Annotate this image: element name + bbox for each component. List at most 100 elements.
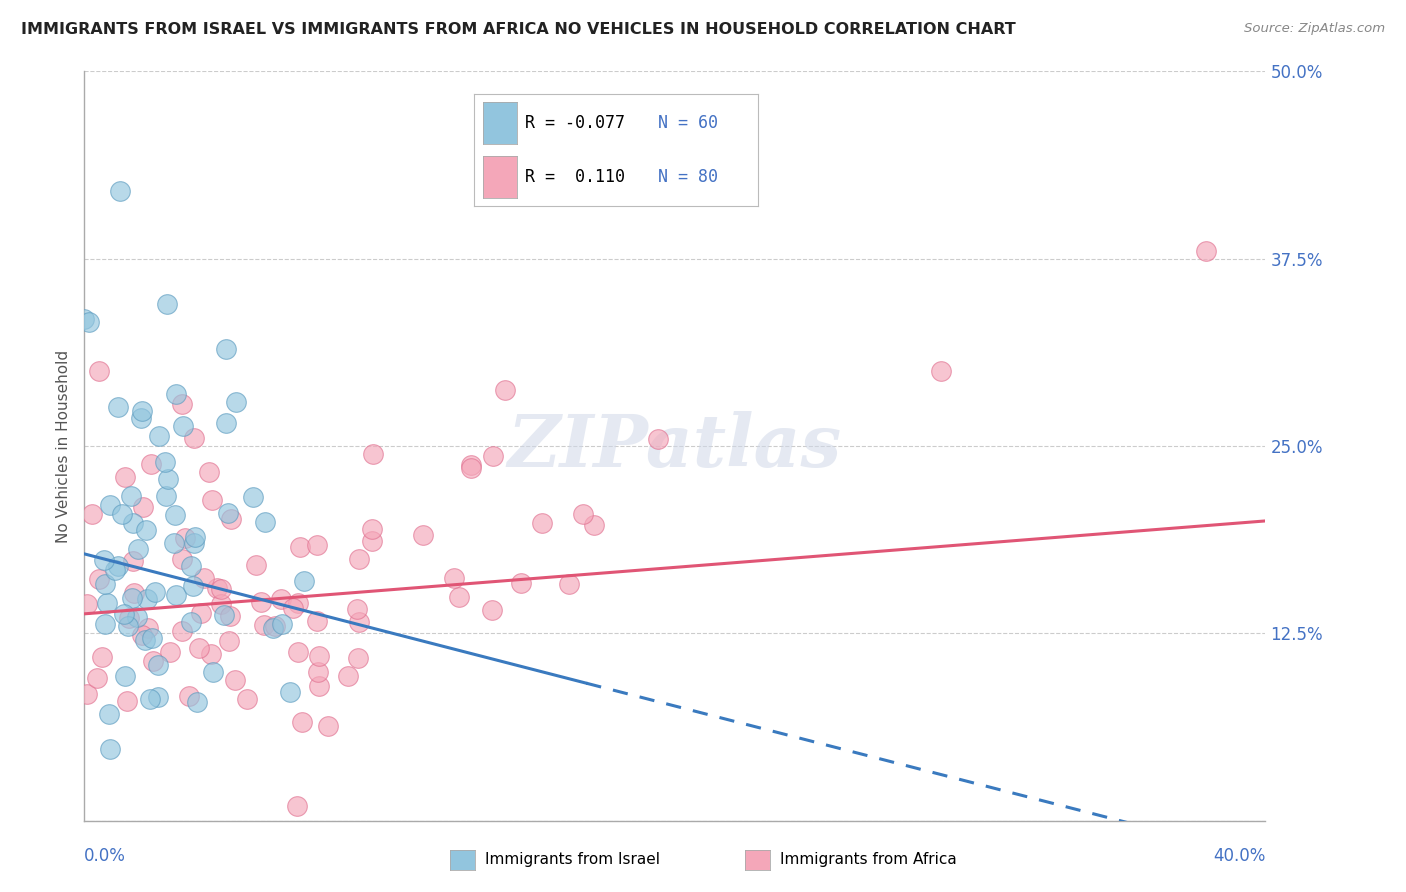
Point	[136, 621, 159, 635]
Point	[190, 606, 212, 620]
Point	[94, 617, 117, 632]
Point	[94, 577, 117, 591]
Point	[346, 602, 368, 616]
Point	[336, 668, 359, 682]
Point	[172, 419, 194, 434]
Point	[291, 714, 314, 729]
Point	[558, 577, 581, 591]
Point	[270, 591, 292, 606]
Point	[153, 455, 176, 469]
Point	[165, 588, 187, 602]
Point	[201, 493, 224, 508]
Point	[107, 400, 129, 414]
Point	[219, 512, 242, 526]
Point	[112, 607, 135, 621]
Point	[412, 527, 434, 541]
Point	[281, 600, 304, 615]
Point	[148, 657, 170, 672]
Point	[308, 679, 330, 693]
Point	[108, 184, 131, 198]
Point	[347, 651, 370, 665]
Point	[285, 798, 308, 813]
Point	[76, 687, 98, 701]
Point	[242, 490, 264, 504]
Point	[139, 457, 162, 471]
Point	[209, 597, 232, 611]
Point	[163, 508, 186, 522]
Point	[141, 632, 163, 646]
Point	[217, 506, 239, 520]
Point	[198, 465, 221, 479]
Point	[104, 563, 127, 577]
Point	[73, 311, 96, 326]
Point	[136, 592, 159, 607]
Point	[148, 428, 170, 442]
Point	[173, 531, 195, 545]
Point	[305, 538, 328, 552]
Point	[583, 517, 606, 532]
Point	[96, 596, 118, 610]
Point	[125, 610, 148, 624]
Text: 0.0%: 0.0%	[84, 847, 127, 865]
Point	[224, 673, 246, 688]
Point	[184, 530, 207, 544]
Point	[209, 582, 232, 596]
Point	[647, 432, 669, 446]
Point	[117, 693, 139, 707]
Point	[143, 584, 166, 599]
Point	[510, 576, 533, 591]
Point	[129, 410, 152, 425]
Point	[110, 507, 132, 521]
Point	[93, 552, 115, 566]
Point	[157, 473, 180, 487]
Point	[186, 695, 208, 709]
Point	[215, 342, 238, 356]
Point	[98, 742, 121, 756]
Point	[183, 536, 205, 550]
Point	[571, 508, 593, 522]
Text: 40.0%: 40.0%	[1213, 847, 1265, 865]
Text: ZIPatlas: ZIPatlas	[508, 410, 842, 482]
Point	[131, 404, 153, 418]
Point	[363, 447, 385, 461]
Point	[120, 490, 142, 504]
Point	[193, 571, 215, 585]
Point	[254, 515, 277, 529]
Point	[264, 618, 287, 632]
Point	[288, 540, 311, 554]
Point	[86, 671, 108, 685]
Point	[122, 516, 145, 531]
Text: IMMIGRANTS FROM ISRAEL VS IMMIGRANTS FROM AFRICA NO VEHICLES IN HOUSEHOLD CORREL: IMMIGRANTS FROM ISRAEL VS IMMIGRANTS FRO…	[21, 22, 1017, 37]
Point	[177, 689, 200, 703]
Point	[170, 624, 193, 638]
Point	[183, 432, 205, 446]
Point	[460, 460, 482, 475]
Point	[134, 632, 156, 647]
Point	[447, 590, 470, 604]
Point	[200, 648, 222, 662]
Point	[486, 184, 509, 198]
Text: Immigrants from Africa: Immigrants from Africa	[780, 853, 957, 867]
Point	[146, 690, 169, 704]
Point	[98, 707, 121, 722]
Point	[114, 668, 136, 682]
Point	[135, 523, 157, 537]
Point	[929, 364, 952, 378]
Point	[278, 685, 301, 699]
Point	[219, 608, 242, 623]
Point	[236, 691, 259, 706]
Point	[215, 416, 238, 430]
Point	[214, 607, 236, 622]
Point	[98, 499, 121, 513]
Point	[250, 595, 273, 609]
Point	[91, 649, 114, 664]
Point	[225, 395, 247, 409]
Point	[316, 718, 339, 732]
Point	[253, 617, 276, 632]
Point	[118, 611, 141, 625]
Point	[218, 634, 240, 648]
Point	[201, 665, 224, 679]
Point	[494, 383, 516, 397]
Point	[121, 554, 143, 568]
Point	[131, 500, 153, 515]
